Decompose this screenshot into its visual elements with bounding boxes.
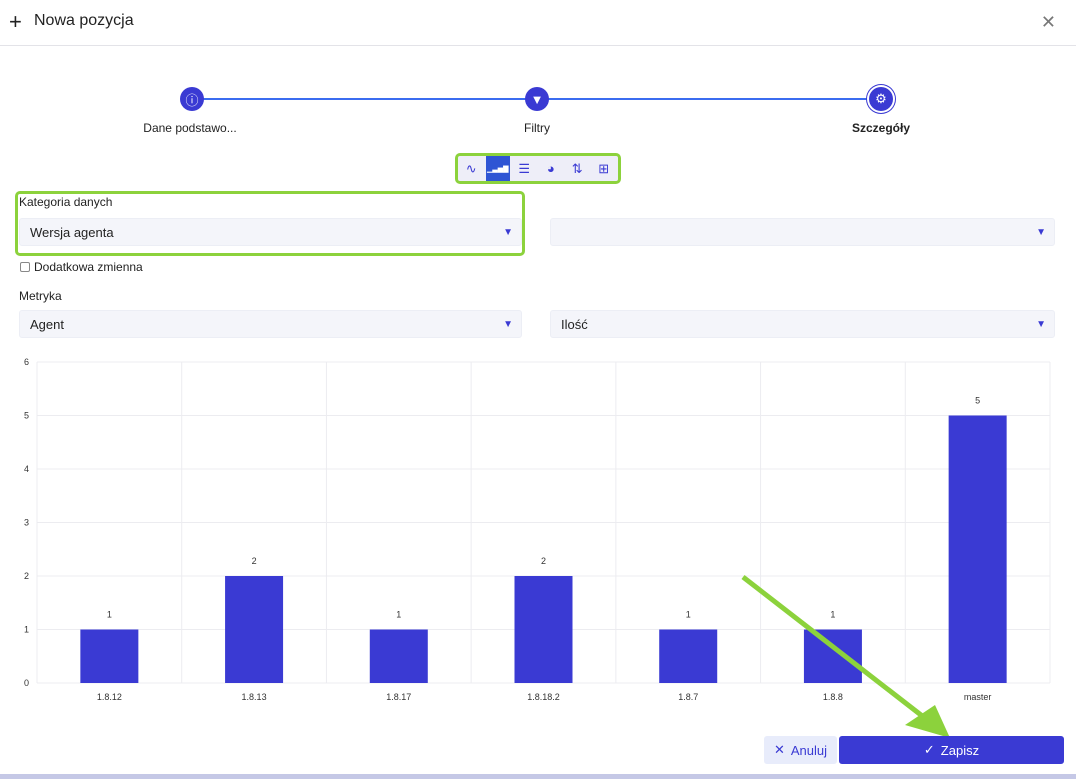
y-tick-label: 3 <box>24 518 29 528</box>
check-icon: ✓ <box>923 742 935 757</box>
second-category-select[interactable]: ▼ <box>550 218 1055 246</box>
step-label: Dane podstawo... <box>143 121 237 135</box>
aggregation-select[interactable]: Ilość ▼ <box>550 310 1055 338</box>
data-label: 1 <box>830 610 835 620</box>
metric-label: Metryka <box>19 289 62 303</box>
bar <box>948 415 1007 683</box>
y-tick-label: 5 <box>24 411 29 421</box>
step-label: Szczegóły <box>851 121 911 135</box>
chart-type-toolbar: ∿ ▁▃▅▇ ☰ ◕ ⇅ ⊞ <box>455 153 621 184</box>
bar <box>514 576 573 683</box>
y-tick-label: 6 <box>24 357 29 367</box>
close-icon[interactable]: ✕ <box>1040 12 1056 32</box>
horizontal-bar-icon[interactable]: ☰ <box>518 160 531 176</box>
bar <box>369 629 428 683</box>
data-label: 5 <box>975 396 980 406</box>
category-select[interactable]: Wersja agenta ▼ <box>19 218 522 246</box>
data-label: 2 <box>252 556 257 566</box>
x-tick-label: 1.8.8 <box>823 692 843 702</box>
step-info-icon[interactable]: ⓘ <box>180 87 204 111</box>
sort-icon[interactable]: ⇅ <box>571 160 583 176</box>
chevron-down-icon: ▼ <box>503 319 513 330</box>
bottom-border <box>0 774 1076 779</box>
chevron-down-icon: ▼ <box>1036 227 1046 238</box>
extra-var-label: Dodatkowa zmienna <box>34 260 143 274</box>
chevron-down-icon: ▼ <box>1036 319 1046 330</box>
plus-icon: + <box>9 9 22 34</box>
aggregation-value: Ilość <box>561 317 588 332</box>
x-tick-label: master <box>964 692 992 702</box>
line-chart-icon[interactable]: ∿ <box>465 160 477 176</box>
category-value: Wersja agenta <box>30 225 114 240</box>
bar <box>659 629 718 683</box>
data-label: 1 <box>107 610 112 620</box>
dialog-title: Nowa pozycja <box>34 12 134 29</box>
bar-chart: 0 1 2 3 4 5 6 1 1.8.12 2 1.8.13 1 1.8.17 2 1.8.18.2 1 1.… <box>24 357 1051 702</box>
x-tick-label: 1.8.13 <box>242 692 267 702</box>
bar <box>80 629 139 683</box>
x-tick-label: 1.8.12 <box>97 692 122 702</box>
step-gears-icon[interactable]: ⚙ <box>869 87 893 111</box>
bar <box>803 629 862 683</box>
y-tick-label: 4 <box>24 464 29 474</box>
pie-chart-icon[interactable]: ◕ <box>546 161 555 176</box>
x-tick-label: 1.8.7 <box>678 692 698 702</box>
x-tick-label: 1.8.17 <box>386 692 411 702</box>
save-button[interactable]: ✓ Zapisz <box>839 736 1064 764</box>
x-tick-label: 1.8.18.2 <box>527 692 560 702</box>
data-label: 1 <box>396 610 401 620</box>
category-label: Kategoria danych <box>19 195 113 209</box>
metric-select[interactable]: Agent ▼ <box>19 310 522 338</box>
close-icon: ✕ <box>773 742 785 757</box>
y-tick-label: 0 <box>24 678 29 688</box>
y-tick-label: 2 <box>24 571 29 581</box>
table-icon[interactable]: ⊞ <box>598 160 610 176</box>
y-tick-label: 1 <box>24 625 29 635</box>
extra-var-checkbox[interactable] <box>20 262 30 272</box>
highlight-box <box>15 191 525 256</box>
cancel-label: Anuluj <box>790 742 828 758</box>
dialog-header: + Nowa pozycja ✕ <box>0 0 1076 46</box>
step-filter-icon[interactable]: ▼ <box>525 87 549 111</box>
save-label: Zapisz <box>940 742 980 758</box>
data-label: 1 <box>686 610 691 620</box>
step-label: Filtry <box>524 121 550 135</box>
bar <box>225 576 284 683</box>
bar-chart-icon[interactable]: ▁▃▅▇ <box>485 156 510 181</box>
chevron-down-icon: ▼ <box>503 227 513 238</box>
metric-value: Agent <box>30 317 64 332</box>
data-label: 2 <box>541 556 546 566</box>
cancel-button[interactable]: ✕ Anuluj <box>764 736 837 764</box>
